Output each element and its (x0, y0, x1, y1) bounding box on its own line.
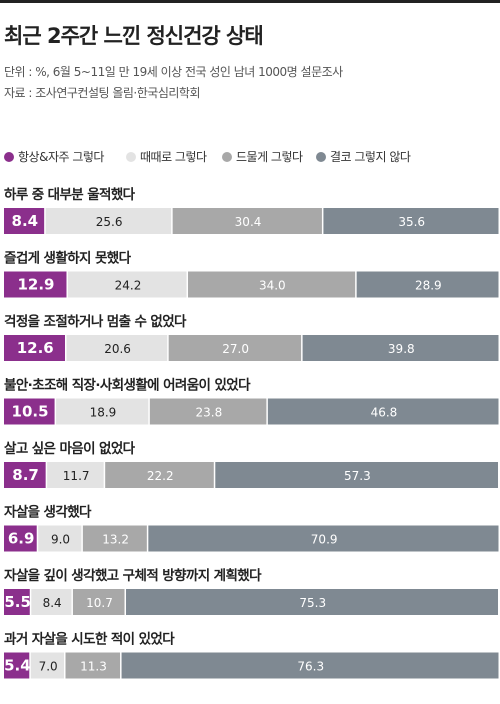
bar-segment-sometimes (47, 462, 104, 488)
unit-note: 단위 : %, 6월 5~11일 만 19세 이상 전국 성인 남녀 1000명… (4, 65, 343, 79)
category-label: 불안·초조해 직장·사회생활에 어려움이 있었다 (4, 377, 251, 394)
category-label: 자살을 깊이 생각했고 구체적 방향까지 계획했다 (4, 567, 262, 584)
top-rule (0, 0, 500, 3)
bar-segment-never (323, 208, 499, 234)
data-label-sometimes: 11.7 (63, 469, 90, 483)
data-label-rarely: 30.4 (235, 215, 262, 229)
bar-segment-rarely (149, 398, 267, 425)
legend-item-never: 결코 그렇지 않다 (316, 148, 411, 165)
chart-row: 자살을 깊이 생각했고 구체적 방향까지 계획했다 5.5 8.4 10.7 75.3 (4, 567, 499, 615)
chart-row: 불안·초조해 직장·사회생활에 어려움이 있었다 10.5 18.9 23.8 46.8 (4, 377, 499, 425)
data-label-rarely: 13.2 (102, 533, 129, 547)
category-label: 하루 중 대부분 울적했다 (4, 186, 136, 203)
bar-segment-sometimes (38, 525, 82, 552)
bar-segment-sometimes (67, 271, 187, 298)
category-label: 즐겁게 생활하지 못했다 (4, 250, 132, 267)
data-label-never: 57.3 (344, 469, 371, 483)
data-label-rarely: 23.8 (195, 406, 222, 420)
data-label-sometimes: 7.0 (39, 660, 58, 674)
bar-segment-rarely (72, 589, 125, 615)
bar-segment-never (126, 589, 499, 615)
legend-dot-sometimes (126, 151, 136, 162)
bar-segment-sometimes (66, 335, 168, 361)
bar-segment-never (267, 398, 499, 425)
bar-segment-never (121, 652, 499, 679)
data-label-rarely: 11.3 (80, 660, 107, 674)
data-label-always: 8.4 (12, 212, 39, 230)
data-label-sometimes: 20.6 (104, 342, 131, 356)
bar-segment-sometimes (31, 589, 72, 615)
bar-segment-rarely (188, 271, 356, 298)
category-label: 자살을 생각했다 (4, 504, 92, 521)
bar-segment-always (4, 525, 37, 552)
data-label-rarely: 34.0 (259, 279, 286, 293)
legend-dot-always (4, 151, 14, 162)
legend: 항상&자주 그렇다 때때로 그렇다 드물게 그렇다 결코 그렇지 않다 (4, 148, 500, 168)
chart-row: 살고 싶은 마음이 없었다 8.7 11.7 22.2 57.3 (4, 440, 499, 488)
bar-segment-always (4, 335, 65, 361)
data-label-never: 28.9 (415, 279, 442, 293)
data-label-always: 6.9 (8, 530, 35, 548)
bar-segment-never (215, 462, 499, 488)
bar-segment-sometimes (30, 652, 65, 679)
bar-segment-always (4, 208, 45, 234)
chart-row: 즐겁게 생활하지 못했다 12.9 24.2 34.0 28.9 (4, 250, 499, 298)
data-label-never: 75.3 (299, 596, 326, 610)
data-label-rarely: 27.0 (222, 342, 249, 356)
data-label-sometimes: 25.6 (96, 215, 123, 229)
chart-title: 최근 2주간 느낀 정신건강 상태 (4, 24, 264, 48)
bar-segment-rarely (105, 462, 214, 488)
data-label-sometimes: 9.0 (51, 533, 70, 547)
chart-row: 걱정을 조절하거나 멈출 수 없었다 12.6 20.6 27.0 39.8 (4, 313, 499, 361)
bar-segment-never (356, 271, 499, 298)
chart-row: 하루 중 대부분 울적했다 8.4 25.6 30.4 35.6 (4, 186, 499, 234)
data-label-always: 8.7 (12, 466, 39, 484)
bar-segment-rarely (65, 652, 121, 679)
data-label-never: 39.8 (388, 342, 415, 356)
chart-row: 자살을 생각했다 6.9 9.0 13.2 70.9 (4, 504, 499, 552)
bar-segment-never (302, 335, 499, 361)
bar-segment-always (4, 398, 55, 425)
legend-dot-rarely (222, 151, 232, 162)
bar-segment-rarely (82, 525, 147, 552)
legend-label-never: 결코 그렇지 않다 (330, 150, 411, 164)
bar-segment-never (148, 525, 499, 552)
source-note: 자료 : 조사연구컨설팅 올림·한국심리학회 (4, 86, 200, 100)
legend-label-always: 항상&자주 그렇다 (18, 150, 104, 164)
data-label-never: 76.3 (297, 660, 324, 674)
category-label: 살고 싶은 마음이 없었다 (4, 440, 136, 457)
bar-segment-always (4, 271, 67, 298)
data-label-rarely: 10.7 (86, 596, 113, 610)
data-label-always: 12.9 (17, 276, 54, 294)
data-label-always: 10.5 (12, 403, 49, 421)
legend-item-always: 항상&자주 그렇다 (4, 148, 104, 165)
data-label-never: 70.9 (311, 533, 338, 547)
bar-segment-always (4, 652, 30, 679)
data-label-always: 5.4 (4, 657, 31, 675)
bar-segment-sometimes (56, 398, 149, 425)
data-label-always: 5.5 (4, 593, 31, 611)
legend-dot-never (316, 151, 326, 162)
bar-segment-rarely (168, 335, 302, 361)
category-label: 과거 자살을 시도한 적이 있었다 (4, 631, 175, 648)
chart-row: 과거 자살을 시도한 적이 있었다 5.4 7.0 11.3 76.3 (4, 631, 499, 679)
data-label-rarely: 22.2 (147, 469, 174, 483)
data-label-sometimes: 8.4 (43, 596, 62, 610)
data-label-sometimes: 18.9 (90, 406, 117, 420)
legend-label-sometimes: 때때로 그렇다 (140, 150, 207, 164)
bar-segment-always (4, 589, 30, 615)
data-label-never: 46.8 (371, 406, 398, 420)
bar-segment-rarely (172, 208, 322, 234)
data-label-sometimes: 24.2 (115, 279, 142, 293)
stacked-bar-chart: 하루 중 대부분 울적했다 8.4 25.6 30.4 35.6 즐겁게 생활하지 못했다… (4, 186, 499, 679)
data-label-never: 35.6 (398, 215, 425, 229)
legend-label-rarely: 드물게 그렇다 (236, 150, 303, 164)
legend-item-sometimes: 때때로 그렇다 (126, 148, 207, 165)
bar-segment-always (4, 462, 46, 488)
bar-segment-sometimes (45, 208, 172, 234)
category-label: 걱정을 조절하거나 멈출 수 없었다 (4, 313, 187, 330)
legend-item-rarely: 드물게 그렇다 (222, 148, 303, 165)
data-label-always: 12.6 (17, 339, 54, 357)
